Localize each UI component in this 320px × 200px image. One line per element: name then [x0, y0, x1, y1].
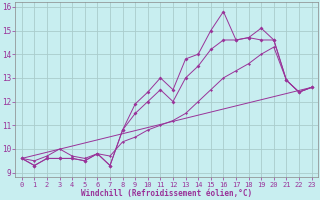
X-axis label: Windchill (Refroidissement éolien,°C): Windchill (Refroidissement éolien,°C) — [81, 189, 252, 198]
